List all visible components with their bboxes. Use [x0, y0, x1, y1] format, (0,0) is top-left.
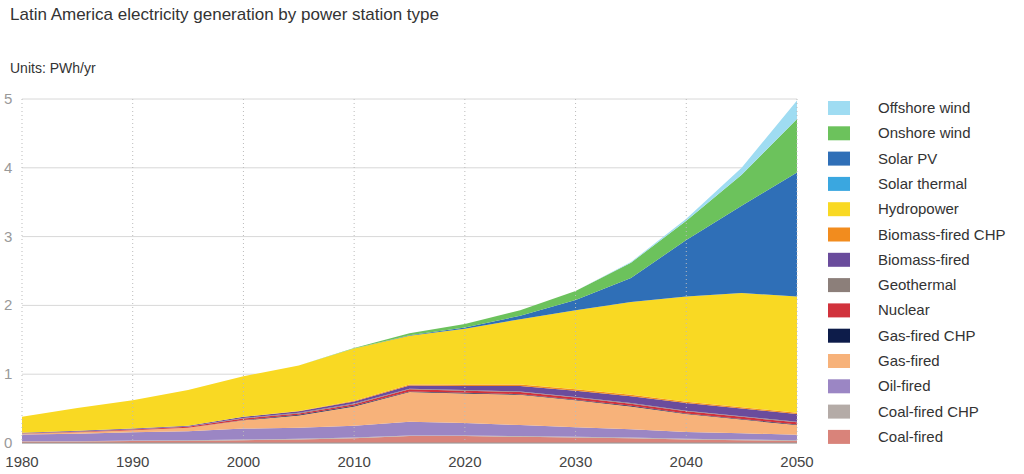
- x-tick-label: 2030: [559, 453, 592, 470]
- x-tick-label: 1980: [5, 453, 38, 470]
- legend-swatch: [828, 303, 850, 317]
- x-tick-label: 2020: [448, 453, 481, 470]
- legend-swatch: [828, 354, 850, 368]
- y-grid: [22, 443, 797, 444]
- legend: Offshore wind Onshore wind Solar PV Solar t…: [828, 99, 1006, 445]
- y-tick-label: 2: [4, 296, 12, 313]
- legend-swatch: [828, 202, 850, 216]
- y-tick-label: 1: [4, 365, 12, 382]
- legend-swatch: [828, 126, 850, 140]
- legend-label: Gas-fired: [878, 352, 940, 369]
- x-grid: [243, 99, 244, 443]
- area: [22, 293, 797, 433]
- area: [22, 173, 797, 417]
- legend-swatch: [828, 329, 850, 343]
- legend-swatch: [828, 379, 850, 393]
- title: Latin America electricity generation by …: [10, 5, 439, 24]
- chart: Latin America electricity generation by …: [0, 0, 1024, 474]
- legend-swatch: [828, 152, 850, 166]
- y-tick-label: 5: [4, 90, 12, 107]
- y-tick-label: 0: [4, 434, 12, 451]
- y-grid: [22, 167, 797, 168]
- legend-label: Gas-fired CHP: [878, 327, 976, 344]
- area: [22, 100, 797, 416]
- legend-label: Onshore wind: [878, 124, 971, 141]
- y-tick-label: 4: [4, 159, 12, 176]
- area: [22, 119, 797, 417]
- areas: [22, 100, 797, 443]
- legend-label: Offshore wind: [878, 99, 970, 116]
- y-grid: [22, 99, 797, 100]
- x-grid: [464, 99, 465, 443]
- legend-label: Biomass-fired: [878, 251, 970, 268]
- legend-swatch: [828, 101, 850, 115]
- x-grid: [575, 99, 576, 443]
- x-grid: [797, 99, 798, 443]
- area: [22, 293, 797, 417]
- legend-label: Coal-fired: [878, 428, 943, 445]
- legend-label: Nuclear: [878, 301, 930, 318]
- legend-swatch: [828, 177, 850, 191]
- x-tick-label: 2040: [670, 453, 703, 470]
- legend-label: Solar PV: [878, 150, 937, 167]
- legend-swatch: [828, 253, 850, 267]
- x-grid: [132, 99, 133, 443]
- legend-label: Oil-fired: [878, 377, 931, 394]
- x-grid: [22, 99, 23, 443]
- legend-swatch: [828, 430, 850, 444]
- legend-swatch: [828, 405, 850, 419]
- legend-label: Hydropower: [878, 200, 959, 217]
- legend-label: Biomass-fired CHP: [878, 226, 1006, 243]
- x-tick-label: 2010: [337, 453, 370, 470]
- subtitle: Units: PWh/yr: [10, 60, 96, 76]
- x-tick-label: 1990: [116, 453, 149, 470]
- legend-label: Coal-fired CHP: [878, 403, 979, 420]
- x-tick-label: 2000: [227, 453, 260, 470]
- legend-label: Geothermal: [878, 276, 956, 293]
- legend-label: Solar thermal: [878, 175, 967, 192]
- x-grid: [354, 99, 355, 443]
- x-grid: [686, 99, 687, 443]
- y-tick-label: 3: [4, 228, 12, 245]
- legend-swatch: [828, 278, 850, 292]
- x-tick-label: 2050: [780, 453, 813, 470]
- x-axis: [22, 443, 797, 444]
- legend-swatch: [828, 228, 850, 242]
